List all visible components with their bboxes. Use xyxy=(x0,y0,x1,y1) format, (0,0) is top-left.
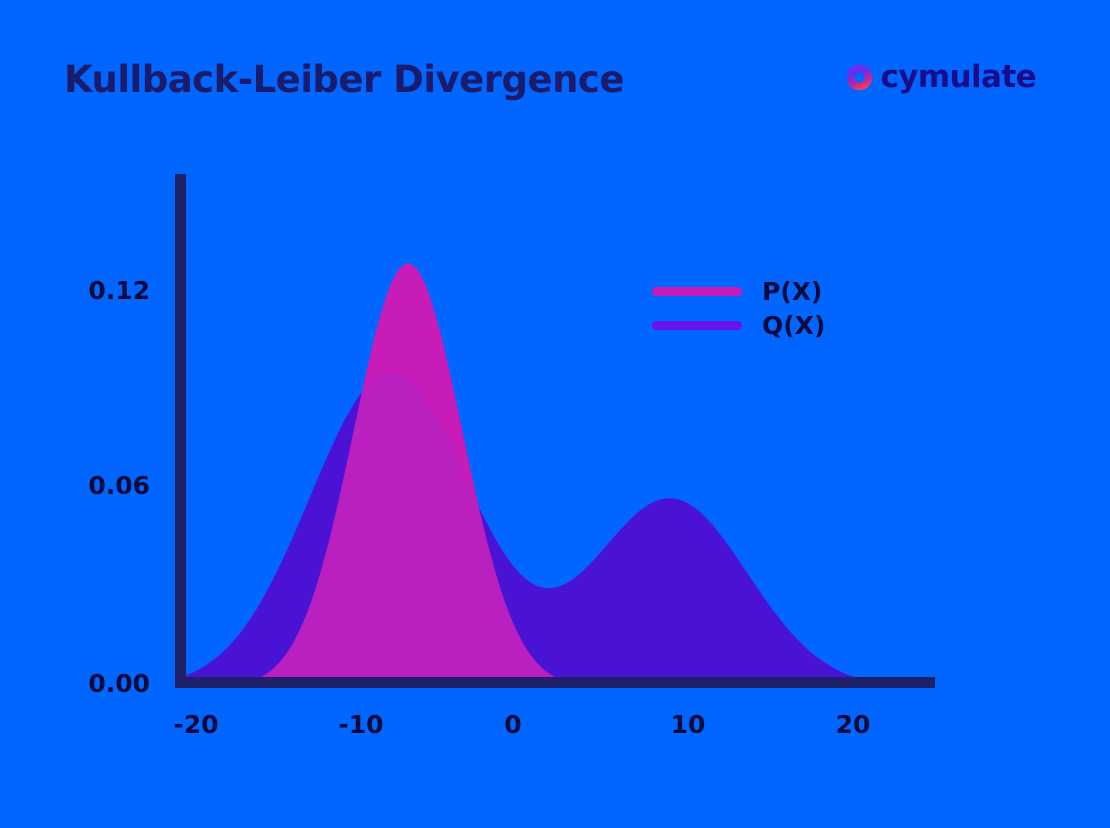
legend-label-px: P(X) xyxy=(762,276,823,306)
y-tick-label-012: 0.12 xyxy=(88,276,150,305)
chart-legend: P(X) Q(X) xyxy=(652,274,825,342)
x-tick-label-10: 10 xyxy=(670,710,706,739)
cymulate-ring-icon xyxy=(847,64,873,91)
y-tick-label-000: 0.00 xyxy=(88,669,150,698)
x-tick-label-20: 20 xyxy=(835,710,871,739)
legend-swatch-px xyxy=(652,286,742,296)
legend-swatch-qx xyxy=(652,320,742,330)
legend-label-qx: Q(X) xyxy=(762,310,826,340)
y-tick-label-006: 0.06 xyxy=(88,471,150,500)
legend-item-qx: Q(X) xyxy=(652,308,825,342)
x-tick-label-neg20: -20 xyxy=(173,710,219,739)
x-tick-label-neg10: -10 xyxy=(338,710,384,739)
brand-name: cymulate xyxy=(880,59,1036,95)
legend-item-px: P(X) xyxy=(652,274,825,308)
page-title: Kullback-Leiber Divergence xyxy=(64,58,624,101)
brand-logo: cymulate xyxy=(846,59,1037,95)
x-tick-label-0: 0 xyxy=(504,710,522,739)
